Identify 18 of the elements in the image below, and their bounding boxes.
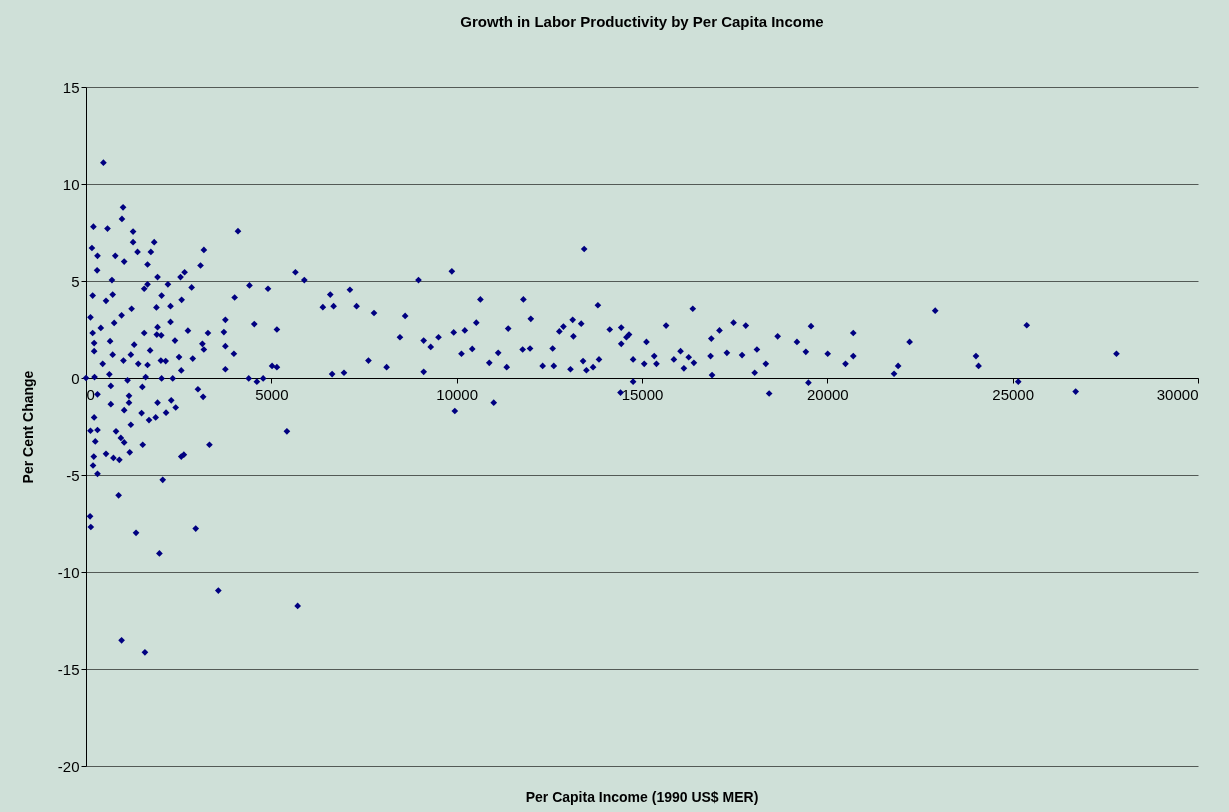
x-axis-title: Per Capita Income (1990 US$ MER) xyxy=(525,789,759,805)
y-tick-label: 10 xyxy=(62,175,80,193)
x-tick-label: 0 xyxy=(86,385,95,403)
y-tick-label: -15 xyxy=(57,660,80,678)
x-tick-label: 20000 xyxy=(806,385,849,403)
y-tick-label: 5 xyxy=(71,272,80,290)
y-axis-title: Per Cent Change xyxy=(19,370,36,484)
x-tick-label: 5000 xyxy=(255,385,289,403)
x-tick-label: 15000 xyxy=(621,385,664,403)
x-tick-label: 10000 xyxy=(436,385,479,403)
y-tick-label: -10 xyxy=(57,563,80,581)
y-tick-label: -5 xyxy=(66,466,80,484)
y-tick-label: -20 xyxy=(57,757,80,775)
x-tick-label: 25000 xyxy=(992,385,1035,403)
y-tick-label: 0 xyxy=(71,369,80,387)
y-tick-label: 15 xyxy=(62,78,80,96)
x-tick-label: 30000 xyxy=(1156,385,1199,403)
chart-title: Growth in Labor Productivity by Per Capita Income xyxy=(460,13,824,30)
